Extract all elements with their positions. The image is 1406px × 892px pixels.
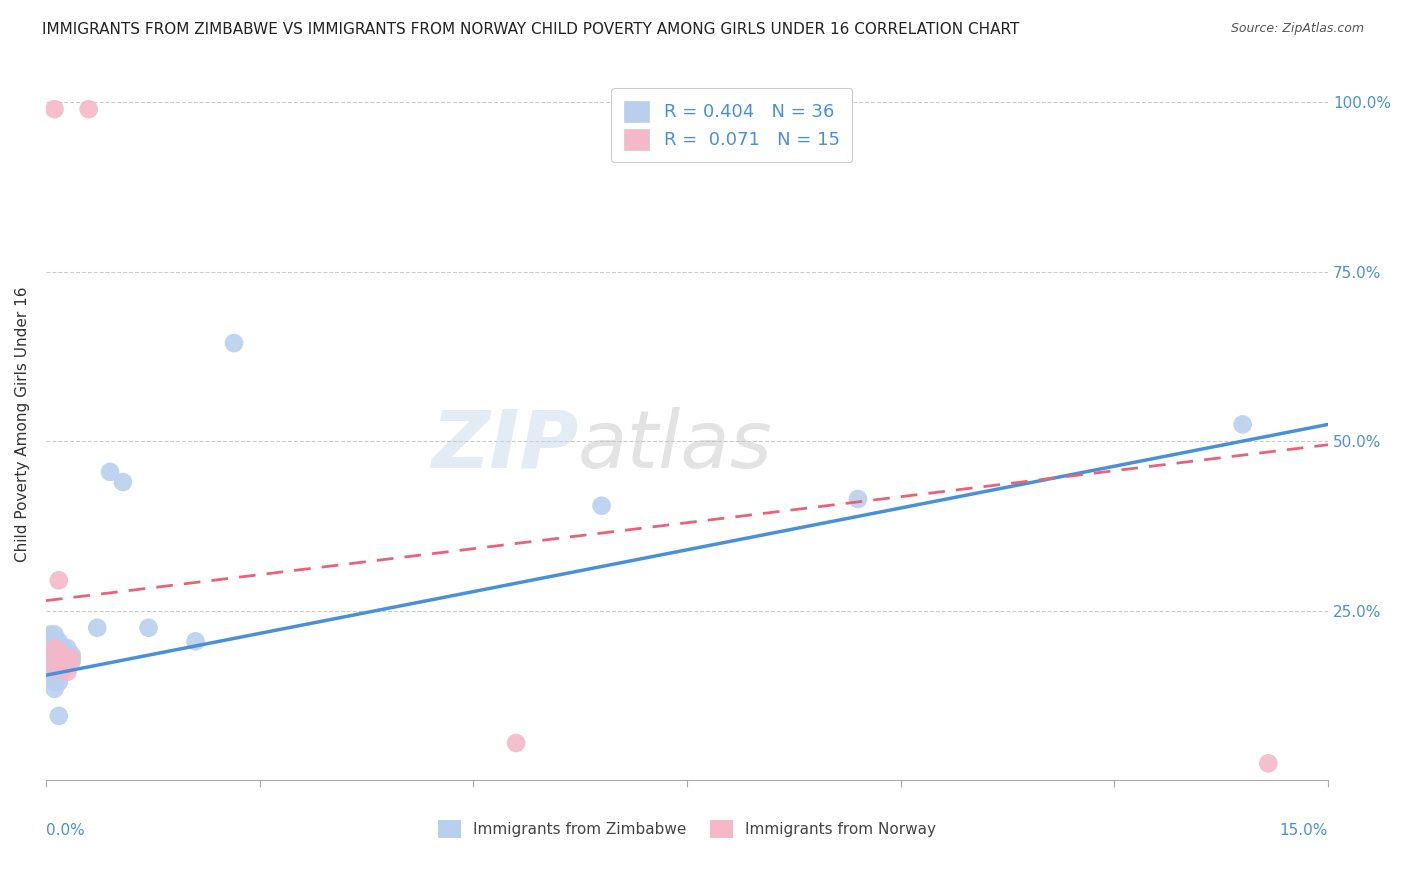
Point bbox=[44, 668, 66, 682]
Point bbox=[56, 641, 79, 656]
Text: 15.0%: 15.0% bbox=[1279, 823, 1329, 838]
Point bbox=[60, 651, 83, 665]
Point bbox=[48, 644, 70, 658]
Point bbox=[52, 661, 75, 675]
Point bbox=[846, 491, 869, 506]
Point bbox=[44, 641, 66, 656]
Point bbox=[48, 668, 70, 682]
Point bbox=[48, 648, 70, 662]
Point bbox=[1257, 756, 1279, 771]
Point bbox=[39, 627, 62, 641]
Point bbox=[52, 658, 75, 673]
Point bbox=[39, 641, 62, 656]
Point bbox=[44, 627, 66, 641]
Point bbox=[505, 736, 527, 750]
Point bbox=[60, 655, 83, 669]
Y-axis label: Child Poverty Among Girls Under 16: Child Poverty Among Girls Under 16 bbox=[15, 286, 30, 562]
Legend: Immigrants from Zimbabwe, Immigrants from Norway: Immigrants from Zimbabwe, Immigrants fro… bbox=[432, 814, 942, 844]
Point bbox=[77, 102, 100, 116]
Point bbox=[184, 634, 207, 648]
Text: atlas: atlas bbox=[578, 407, 773, 484]
Point bbox=[48, 709, 70, 723]
Point bbox=[44, 634, 66, 648]
Point bbox=[52, 641, 75, 656]
Point bbox=[48, 661, 70, 675]
Point bbox=[111, 475, 134, 489]
Point bbox=[48, 634, 70, 648]
Point bbox=[222, 336, 245, 351]
Point bbox=[52, 648, 75, 662]
Point bbox=[48, 574, 70, 588]
Point bbox=[52, 655, 75, 669]
Point bbox=[56, 655, 79, 669]
Point bbox=[44, 102, 66, 116]
Point bbox=[44, 651, 66, 665]
Point bbox=[591, 499, 613, 513]
Point bbox=[44, 675, 66, 690]
Point bbox=[48, 675, 70, 690]
Text: 0.0%: 0.0% bbox=[46, 823, 84, 838]
Point bbox=[138, 621, 160, 635]
Point bbox=[86, 621, 108, 635]
Text: Source: ZipAtlas.com: Source: ZipAtlas.com bbox=[1230, 22, 1364, 36]
Text: IMMIGRANTS FROM ZIMBABWE VS IMMIGRANTS FROM NORWAY CHILD POVERTY AMONG GIRLS UND: IMMIGRANTS FROM ZIMBABWE VS IMMIGRANTS F… bbox=[42, 22, 1019, 37]
Point bbox=[44, 661, 66, 675]
Point bbox=[48, 641, 70, 656]
Point bbox=[98, 465, 121, 479]
Point bbox=[48, 651, 70, 665]
Point bbox=[52, 651, 75, 665]
Point bbox=[1232, 417, 1254, 432]
Point bbox=[39, 648, 62, 662]
Point bbox=[48, 655, 70, 669]
Point bbox=[44, 661, 66, 675]
Point bbox=[56, 665, 79, 679]
Point bbox=[44, 648, 66, 662]
Text: ZIP: ZIP bbox=[430, 407, 578, 484]
Point bbox=[60, 648, 83, 662]
Point bbox=[44, 655, 66, 669]
Point bbox=[44, 681, 66, 696]
Point bbox=[44, 641, 66, 656]
